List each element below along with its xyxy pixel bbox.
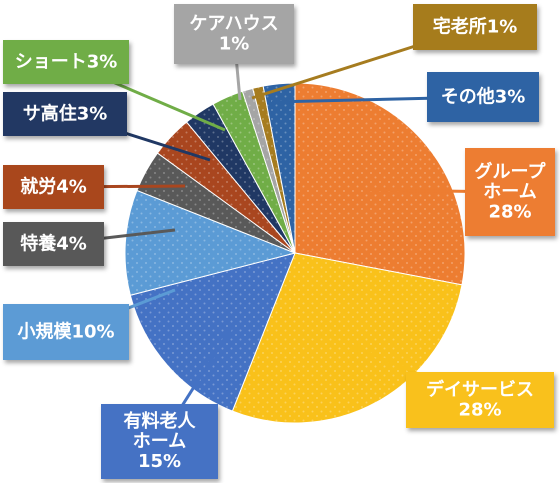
data-label-box [465, 148, 555, 236]
data-label-box [3, 222, 104, 266]
pie-slice-texture [263, 83, 295, 253]
data-label-text: サ高住3% [23, 103, 108, 125]
pie-slice-texture [252, 86, 295, 253]
data-label-text: 28% [458, 400, 501, 421]
data-label-text: ケアハウス [189, 14, 278, 35]
data-label: 特養4% [3, 222, 104, 266]
data-label-box [413, 4, 537, 50]
data-label: ショート3% [3, 40, 129, 84]
data-label-text: 就労4% [20, 176, 87, 198]
data-label-box [3, 92, 127, 136]
pie-slice-texture [242, 88, 295, 253]
data-label-box [427, 72, 539, 122]
pie-slice-texture [213, 91, 295, 253]
data-label-box [174, 4, 294, 64]
pie-slice-texture [125, 190, 295, 296]
pie-slice-texture [295, 83, 465, 285]
data-label-text: デイサービス [426, 379, 534, 401]
data-label-text: ショート3% [15, 52, 118, 73]
data-label-box [101, 404, 218, 479]
pie-slice-texture [232, 253, 462, 424]
data-label-text: その他3% [441, 86, 526, 108]
data-label-box [3, 40, 129, 84]
data-label-text: ホーム [133, 431, 186, 452]
data-label-text: 小規模10% [17, 321, 114, 343]
data-label-text: 宅老所1% [433, 16, 518, 38]
data-label-text: 特養4% [20, 233, 87, 255]
data-label: 宅老所1% [413, 4, 537, 50]
pie-slice-texture [186, 104, 295, 253]
data-label: 小規模10% [3, 304, 129, 360]
pie-slice-texture [136, 153, 295, 253]
data-label: 就労4% [3, 165, 104, 209]
data-label-box [406, 372, 554, 428]
data-label-box [3, 304, 129, 360]
data-label: サ高住3% [3, 92, 127, 136]
data-label-text: ホーム [483, 182, 536, 203]
data-label-text: 15% [138, 451, 181, 472]
data-label: その他3% [427, 72, 539, 122]
data-label-text: グループ [475, 161, 547, 183]
data-label-text: 1% [219, 34, 250, 55]
data-label-text: 有料老人 [124, 410, 197, 432]
data-label-box [3, 165, 104, 209]
data-label-text: 28% [488, 202, 531, 223]
